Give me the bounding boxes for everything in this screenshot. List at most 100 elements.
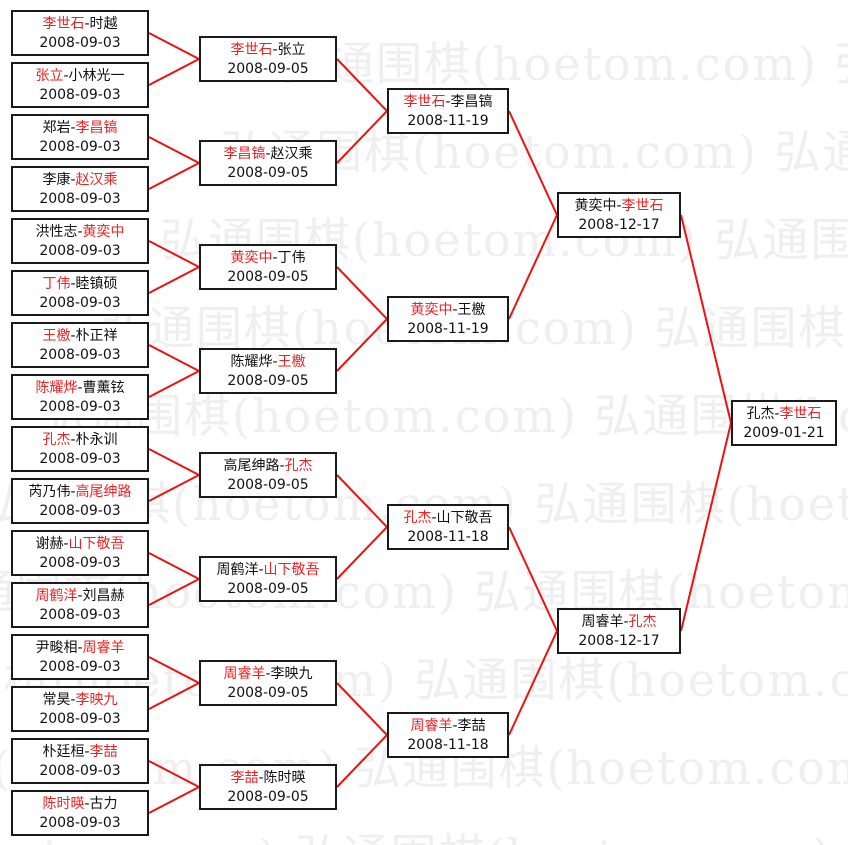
- match-players: 张立-小林光一: [13, 67, 147, 86]
- match-box: 陈时暎-古力 2008-09-03: [11, 790, 149, 836]
- player-1: 陈耀烨: [35, 380, 78, 396]
- match-date: 2008-09-05: [227, 789, 309, 805]
- separator: -: [70, 692, 76, 708]
- bracket-connector: [508, 630, 558, 736]
- match-date: 2008-09-05: [227, 477, 309, 493]
- match-players: 黄奕中-李世石: [559, 197, 679, 216]
- player-1: 黄奕中: [410, 302, 453, 318]
- match-date: 2008-11-18: [407, 529, 489, 545]
- match-players: 李康-赵汉乘: [13, 171, 147, 190]
- bracket-connector: [336, 734, 388, 788]
- player-1: 陈时暎: [42, 796, 85, 812]
- bracket-connector: [148, 682, 200, 710]
- separator: -: [452, 718, 458, 734]
- player-2: 丁伟: [277, 250, 306, 266]
- player-2: 王檄: [277, 354, 306, 370]
- player-1: 张立: [35, 68, 64, 84]
- player-1: 高尾绅路: [223, 458, 280, 474]
- match-box: 朴廷桓-李喆 2008-09-03: [11, 738, 149, 784]
- match-players: 尹畯相-周睿羊: [13, 639, 147, 658]
- match-date: 2008-09-03: [39, 87, 121, 103]
- separator: -: [616, 198, 622, 214]
- separator: -: [77, 588, 83, 604]
- bracket-connector: [336, 58, 388, 112]
- match-box: 丁伟-睦镇硕 2008-09-03: [11, 270, 149, 316]
- player-1: 李康: [42, 172, 71, 188]
- player-1: 郑岩: [42, 120, 71, 136]
- separator: -: [84, 796, 90, 812]
- bracket-connector: [148, 578, 200, 606]
- separator: -: [258, 770, 264, 786]
- match-players: 周睿羊-孔杰: [559, 613, 679, 632]
- player-1: 黄奕中: [574, 198, 617, 214]
- match-players: 丁伟-睦镇硕: [13, 275, 147, 294]
- player-1: 谢赫: [35, 536, 64, 552]
- separator: -: [265, 146, 271, 162]
- player-1: 陈耀烨: [230, 354, 273, 370]
- match-date: 2008-09-03: [39, 347, 121, 363]
- player-2: 李映九: [75, 692, 118, 708]
- player-2: 孔杰: [284, 458, 313, 474]
- match-box: 王檄-朴正祥 2008-09-03: [11, 322, 149, 368]
- match-players: 周鹤洋-山下敬吾: [201, 561, 335, 580]
- player-2: 时越: [89, 16, 118, 32]
- player-2: 刘昌赫: [82, 588, 125, 604]
- match-box: 李世石-时越 2008-09-03: [11, 10, 149, 56]
- match-box: 黄奕中-丁伟 2008-09-05: [199, 244, 337, 290]
- match-date: 2008-09-03: [39, 399, 121, 415]
- player-1: 丁伟: [42, 276, 71, 292]
- match-players: 李世石-张立: [201, 41, 335, 60]
- bracket-connector: [336, 110, 388, 164]
- player-1: 周鹤洋: [35, 588, 78, 604]
- match-players: 孔杰-山下敬吾: [389, 509, 507, 528]
- player-1: 孔杰: [42, 432, 71, 448]
- match-box: 周睿羊-孔杰 2008-12-17: [557, 608, 681, 654]
- match-box: 陈耀烨-曹薰铉 2008-09-03: [11, 374, 149, 420]
- match-box: 周睿羊-李映九 2008-09-05: [199, 660, 337, 706]
- separator: -: [265, 666, 271, 682]
- separator: -: [272, 354, 278, 370]
- bracket-connector: [148, 474, 200, 502]
- match-box: 黄奕中-李世石 2008-12-17: [557, 192, 681, 238]
- match-box: 芮乃伟-高尾绅路 2008-09-03: [11, 478, 149, 524]
- match-date: 2008-09-03: [39, 711, 121, 727]
- player-2: 山下敬吾: [436, 510, 493, 526]
- bracket-connector: [148, 370, 200, 398]
- match-players: 高尾绅路-孔杰: [201, 457, 335, 476]
- separator: -: [84, 16, 90, 32]
- match-date: 2008-09-03: [39, 139, 121, 155]
- bracket-connector: [148, 552, 200, 580]
- bracket-connector: [508, 214, 558, 320]
- player-1: 李世石: [42, 16, 85, 32]
- match-players: 黄奕中-丁伟: [201, 249, 335, 268]
- match-players: 孔杰-朴永训: [13, 431, 147, 450]
- match-date: 2008-11-19: [407, 113, 489, 129]
- bracket-connector: [148, 760, 200, 788]
- match-date: 2008-09-05: [227, 581, 309, 597]
- match-box: 李世石-李昌镐 2008-11-19: [387, 88, 509, 134]
- match-date: 2008-09-03: [39, 815, 121, 831]
- player-2: 李喆: [89, 744, 118, 760]
- player-2: 曹薰铉: [82, 380, 125, 396]
- match-box: 李康-赵汉乘 2008-09-03: [11, 166, 149, 212]
- match-players: 郑岩-李昌镐: [13, 119, 147, 138]
- bracket-connector: [148, 266, 200, 294]
- separator: -: [623, 614, 629, 630]
- bracket-connector: [148, 240, 200, 268]
- match-date: 2008-12-17: [578, 217, 660, 233]
- separator: -: [84, 744, 90, 760]
- player-1: 黄奕中: [230, 250, 273, 266]
- player-1: 孔杰: [746, 406, 775, 422]
- match-date: 2008-09-03: [39, 451, 121, 467]
- match-date: 2008-09-03: [39, 607, 121, 623]
- match-box: 高尾绅路-孔杰 2008-09-05: [199, 452, 337, 498]
- bracket-connector: [508, 110, 558, 216]
- match-box: 张立-小林光一 2008-09-03: [11, 62, 149, 108]
- separator: -: [77, 380, 83, 396]
- separator: -: [774, 406, 780, 422]
- match-date: 2008-09-05: [227, 165, 309, 181]
- separator: -: [70, 328, 76, 344]
- match-date: 2008-11-18: [407, 737, 489, 753]
- player-2: 高尾绅路: [75, 484, 132, 500]
- player-1: 孔杰: [403, 510, 432, 526]
